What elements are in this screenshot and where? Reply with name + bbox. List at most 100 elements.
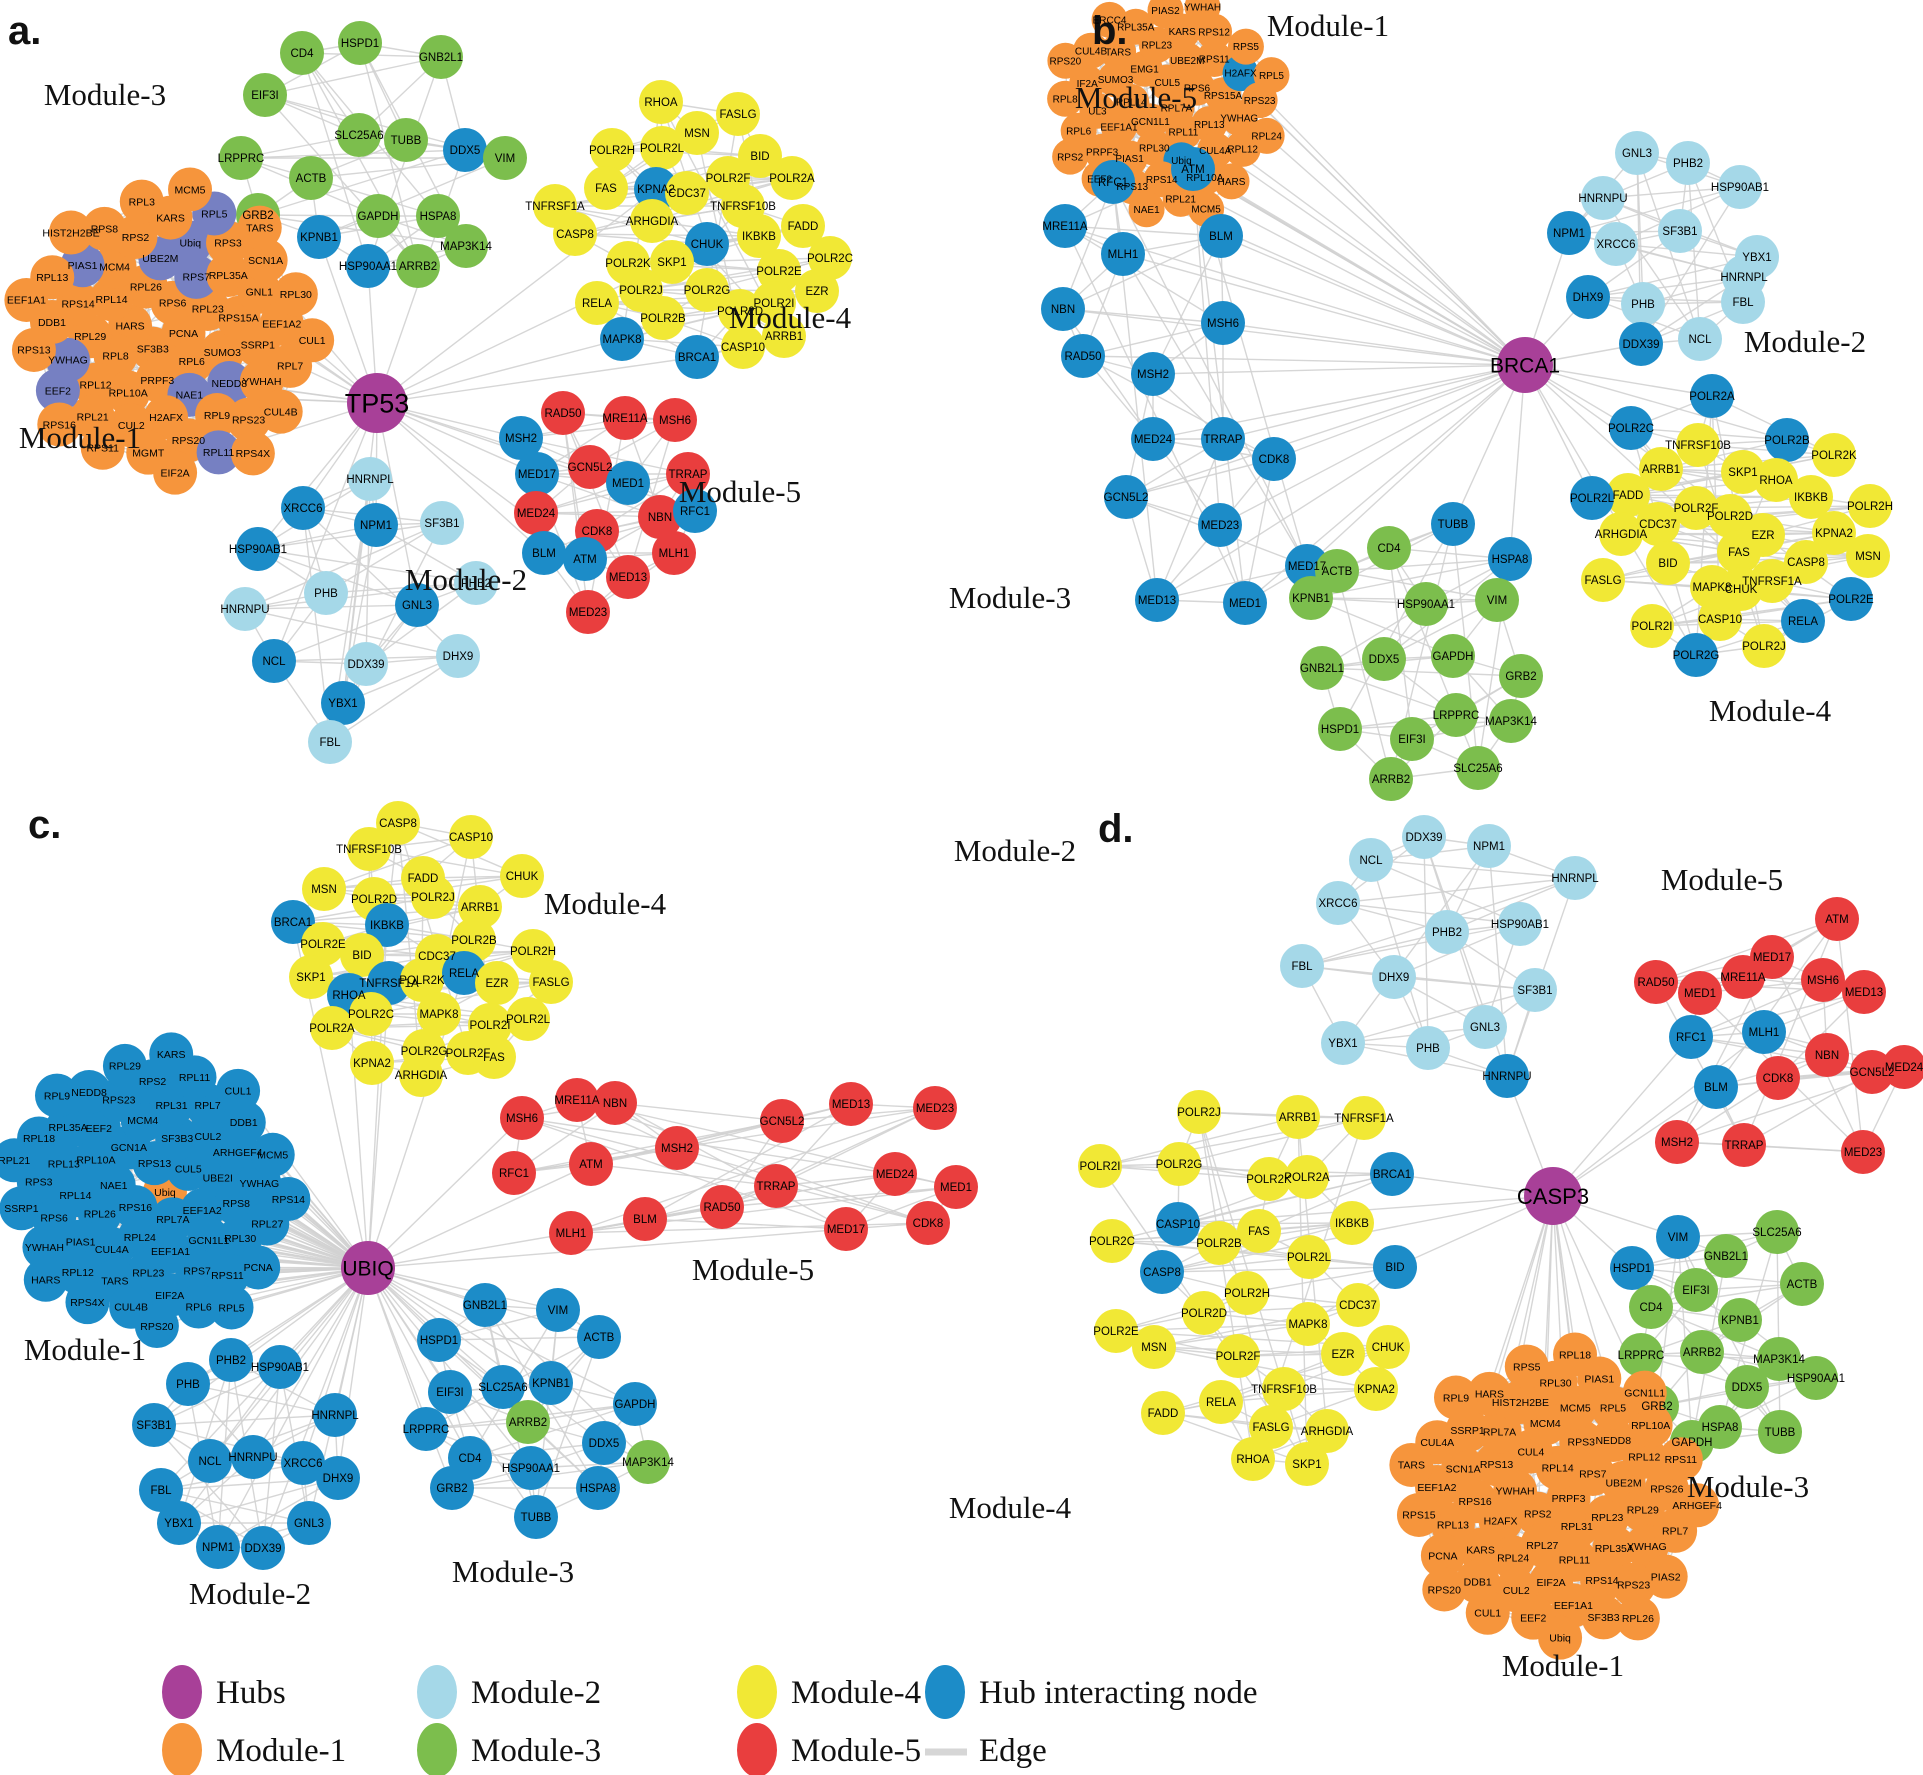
node-fbl[interactable]	[1721, 280, 1765, 324]
node-polr2k[interactable]	[1247, 1157, 1291, 1201]
node-map3k14[interactable]	[444, 224, 488, 268]
node-gapdh[interactable]	[613, 1382, 657, 1426]
node-ybx1[interactable]	[321, 681, 365, 725]
node-kars[interactable]	[149, 1032, 194, 1077]
node-arrb1[interactable]	[1639, 447, 1683, 491]
node-polr2a[interactable]	[310, 1006, 354, 1050]
node-phb2[interactable]	[209, 1338, 253, 1382]
node-ikbkb[interactable]	[1330, 1201, 1374, 1245]
node-skp1[interactable]	[650, 240, 694, 284]
node-nbn[interactable]	[1805, 1033, 1849, 1077]
node-polr2e[interactable]	[301, 922, 345, 966]
node-ywhah[interactable]	[22, 1225, 67, 1270]
node-blm[interactable]	[1694, 1065, 1738, 1109]
node-med1[interactable]	[934, 1165, 978, 1209]
node-kpnb1[interactable]	[529, 1361, 573, 1405]
node-cdc37[interactable]	[1336, 1283, 1380, 1327]
node-tubb[interactable]	[1431, 502, 1475, 546]
node-bid[interactable]	[1646, 541, 1690, 585]
node-trrap[interactable]	[1201, 417, 1245, 461]
node-tnfrsf1a[interactable]	[1342, 1096, 1386, 1140]
node-med23[interactable]	[1841, 1130, 1885, 1174]
node-polr2e[interactable]	[1094, 1309, 1138, 1353]
node-phb[interactable]	[304, 571, 348, 615]
node-polr2a[interactable]	[1285, 1155, 1329, 1199]
node-ssrp1[interactable]	[0, 1186, 44, 1231]
node-rps14[interactable]	[266, 1176, 311, 1221]
node-hnrnpl[interactable]	[348, 457, 392, 501]
node-msn[interactable]	[1132, 1325, 1176, 1369]
node-polr2i[interactable]	[1078, 1144, 1122, 1188]
node-mapk8[interactable]	[1286, 1302, 1330, 1346]
node-dhx9[interactable]	[436, 634, 480, 678]
node-med24[interactable]	[514, 491, 558, 535]
node-faslg[interactable]	[1249, 1405, 1293, 1449]
node-polr2c[interactable]	[808, 236, 852, 280]
node-polr2e[interactable]	[1829, 577, 1873, 621]
node-pcna[interactable]	[1420, 1533, 1465, 1578]
node-rps11[interactable]	[1658, 1437, 1703, 1482]
node-polr2k[interactable]	[400, 958, 444, 1002]
node-atm[interactable]	[1171, 147, 1215, 191]
node-kpnb1[interactable]	[297, 215, 341, 259]
node-rpl18[interactable]	[1553, 1332, 1598, 1377]
node-polr2d[interactable]	[718, 289, 762, 333]
node-arhgdia[interactable]	[399, 1053, 443, 1097]
node-cul1[interactable]	[216, 1068, 261, 1113]
node-msh2[interactable]	[499, 416, 543, 460]
node-med1[interactable]	[1223, 581, 1267, 625]
node-phb2[interactable]	[1666, 141, 1710, 185]
node-hsp90ab1[interactable]	[258, 1345, 302, 1389]
node-rpl26[interactable]	[1615, 1596, 1660, 1641]
node-cdk8[interactable]	[1756, 1056, 1800, 1100]
node-rpl5[interactable]	[1253, 57, 1290, 94]
node-fadd[interactable]	[781, 204, 825, 248]
node-hsp90ab1[interactable]	[1718, 165, 1762, 209]
node-nae1[interactable]	[1128, 191, 1165, 228]
node-cd4[interactable]	[1367, 526, 1411, 570]
node-xrcc6[interactable]	[1594, 222, 1638, 266]
node-ddx5[interactable]	[582, 1421, 626, 1465]
node-sumo3[interactable]	[1097, 61, 1134, 98]
node-tars[interactable]	[237, 205, 282, 250]
node-rps20[interactable]	[1422, 1567, 1467, 1612]
node-rhoa[interactable]	[639, 80, 683, 124]
node-ikbkb[interactable]	[1789, 475, 1833, 519]
node-cd4[interactable]	[1629, 1285, 1673, 1329]
node-gcn1l1[interactable]	[1622, 1370, 1667, 1415]
node-cdc37[interactable]	[1636, 502, 1680, 546]
node-brca1[interactable]	[1370, 1152, 1414, 1196]
node-pcna[interactable]	[236, 1245, 281, 1290]
node-polr2k[interactable]	[1812, 433, 1856, 477]
node-casp10[interactable]	[1698, 597, 1742, 641]
node-cul4b[interactable]	[258, 389, 303, 434]
node-rfc1[interactable]	[1669, 1015, 1713, 1059]
node-tnfrsf10b[interactable]	[347, 827, 391, 871]
node-casp10[interactable]	[449, 815, 493, 859]
node-polr2b[interactable]	[452, 918, 496, 962]
node-mlh1[interactable]	[1742, 1010, 1786, 1054]
node-ddx5[interactable]	[1362, 637, 1406, 681]
node-med24[interactable]	[1882, 1045, 1923, 1089]
node-hnrnpu[interactable]	[1581, 176, 1625, 220]
node-mlh1[interactable]	[1101, 232, 1145, 276]
node-kpnb1[interactable]	[1718, 1298, 1762, 1342]
node-nbn[interactable]	[1041, 287, 1085, 331]
node-nedd8[interactable]	[67, 1070, 112, 1115]
node-med23[interactable]	[913, 1086, 957, 1130]
node-map3k14[interactable]	[626, 1440, 670, 1484]
node-rpl11[interactable]	[196, 430, 241, 475]
node-tubb[interactable]	[1758, 1410, 1802, 1454]
node-hars[interactable]	[23, 1257, 68, 1302]
node-ddx39[interactable]	[344, 642, 388, 686]
node-hspd1[interactable]	[1610, 1246, 1654, 1290]
node-vim[interactable]	[1656, 1215, 1700, 1259]
node-dhx9[interactable]	[1566, 275, 1610, 319]
node-dhx9[interactable]	[1372, 955, 1416, 999]
node-rpl9[interactable]	[1433, 1375, 1478, 1420]
node-polr2i[interactable]	[1630, 604, 1674, 648]
node-ikbkb[interactable]	[737, 214, 781, 258]
node-rad50[interactable]	[541, 391, 585, 435]
node-gnb2l1[interactable]	[463, 1283, 507, 1327]
node-rhoa[interactable]	[1754, 458, 1798, 502]
